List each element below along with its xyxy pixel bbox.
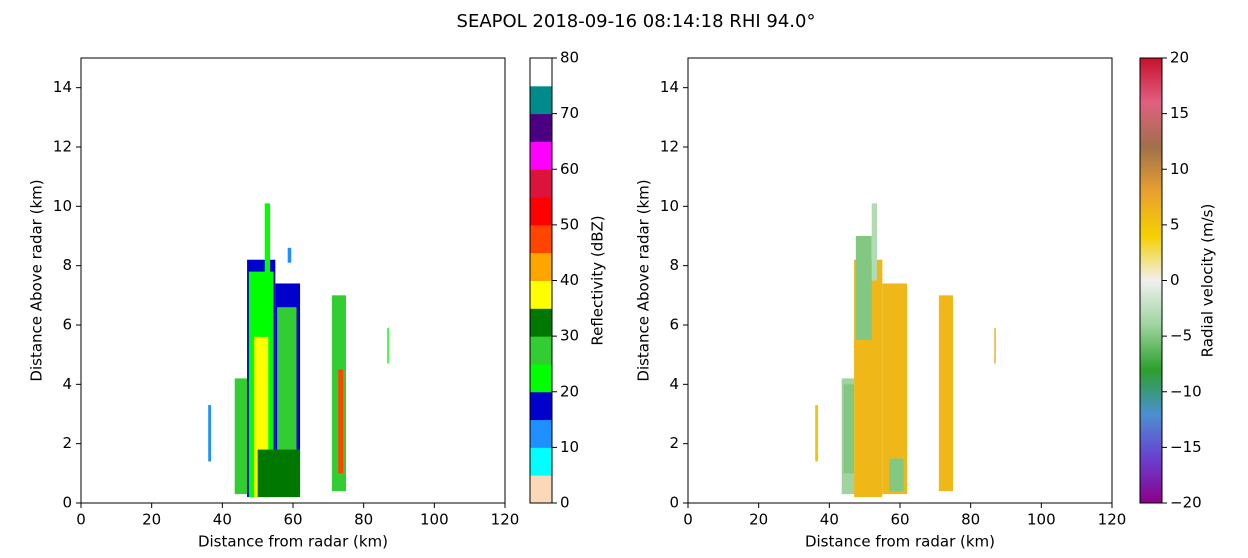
colorbar-fill [1140, 58, 1162, 503]
colorbar-tick-label: 10 [1170, 160, 1189, 178]
echo-cell [208, 405, 212, 462]
x-tick-label: 80 [961, 511, 980, 529]
y-tick-label: 6 [62, 316, 72, 334]
echo-cell [277, 307, 297, 495]
y-tick-label: 14 [53, 78, 72, 96]
x-tick-label: 120 [491, 511, 520, 529]
colorbar-segment [530, 336, 552, 365]
colorbar-label: Reflectivity (dBZ) [589, 215, 607, 345]
colorbar-tick-label: 15 [1170, 104, 1189, 122]
y-tick-label: 10 [53, 197, 72, 215]
colorbar-segment [530, 169, 552, 198]
colorbar-segment [530, 224, 552, 254]
y-tick-label: 0 [669, 494, 679, 512]
y-tick-label: 8 [669, 256, 679, 274]
x-tick-label: 100 [1027, 511, 1056, 529]
y-tick-label: 0 [62, 494, 72, 512]
colorbar-tick-label: 20 [560, 382, 579, 400]
colorbar-tick-label: 10 [560, 438, 579, 456]
colorbar-tick-label: 20 [1170, 49, 1189, 67]
y-tick-label: 10 [660, 197, 679, 215]
colorbar-segment [530, 391, 552, 421]
echo-cell [855, 236, 872, 340]
x-tick-label: 20 [142, 511, 161, 529]
colorbar-segment [530, 113, 552, 142]
y-tick-label: 4 [62, 375, 72, 393]
colorbar-segment [530, 447, 552, 476]
colorbar-segment [530, 85, 552, 115]
y-axis-label: Distance Above radar (km) [28, 179, 46, 381]
echo-cell [871, 203, 878, 281]
colorbar-segment [530, 58, 552, 87]
colorbar-label: Radial velocity (m/s) [1199, 204, 1217, 358]
figure-title: SEAPOL 2018-09-16 08:14:18 RHI 94.0° [457, 11, 816, 32]
x-tick-label: 0 [76, 511, 86, 529]
y-tick-label: 4 [669, 375, 679, 393]
colorbar-segment [530, 252, 552, 281]
colorbar-tick-label: 30 [560, 327, 579, 345]
x-tick-label: 60 [283, 511, 302, 529]
y-tick-label: 12 [53, 138, 72, 156]
x-tick-label: 100 [420, 511, 449, 529]
colorbar-tick-label: −5 [1170, 327, 1192, 345]
colorbar-segment [530, 419, 552, 448]
y-tick-label: 2 [669, 434, 679, 452]
colorbar-tick-label: 40 [560, 271, 579, 289]
x-tick-label: 20 [749, 511, 768, 529]
x-tick-label: 60 [890, 511, 909, 529]
y-tick-label: 12 [660, 138, 679, 156]
colorbar-segment [530, 475, 552, 504]
echo-cell [843, 384, 855, 474]
colorbar-segment [530, 280, 552, 309]
echo-cell [994, 327, 996, 364]
echo-cell [287, 247, 292, 263]
colorbar-tick-label: −10 [1170, 382, 1202, 400]
colorbar-tick-label: 70 [560, 104, 579, 122]
colorbar-tick-label: 60 [560, 160, 579, 178]
colorbar-tick-label: −15 [1170, 438, 1202, 456]
colorbar-tick-label: 5 [1170, 215, 1180, 233]
y-tick-label: 6 [669, 316, 679, 334]
x-tick-label: 0 [683, 511, 693, 529]
y-axis-label: Distance Above radar (km) [635, 179, 653, 381]
colorbar-tick-label: 0 [1170, 271, 1180, 289]
y-tick-label: 8 [62, 256, 72, 274]
x-tick-label: 40 [213, 511, 232, 529]
echo-cell [264, 203, 271, 281]
colorbar-segment [530, 308, 552, 337]
x-axis-label: Distance from radar (km) [805, 533, 995, 551]
echo-cell [234, 378, 248, 495]
x-axis-label: Distance from radar (km) [198, 533, 388, 551]
echo-cell [815, 405, 819, 462]
colorbar-segment [530, 363, 552, 393]
x-tick-label: 40 [820, 511, 839, 529]
colorbar-tick-label: −20 [1170, 494, 1202, 512]
echo-cell [938, 295, 953, 492]
echo-cell [387, 327, 389, 364]
echo-cell [257, 449, 301, 498]
y-tick-label: 14 [660, 78, 679, 96]
colorbar-segment [530, 141, 552, 170]
colorbar-tick-label: 0 [560, 494, 570, 512]
echo-cell [889, 458, 904, 492]
colorbar-tick-label: 80 [560, 49, 579, 67]
colorbar-segment [530, 197, 552, 226]
echo-cell [338, 369, 344, 474]
x-tick-label: 120 [1098, 511, 1127, 529]
colorbar-tick-label: 50 [560, 215, 579, 233]
x-tick-label: 80 [354, 511, 373, 529]
y-tick-label: 2 [62, 434, 72, 452]
